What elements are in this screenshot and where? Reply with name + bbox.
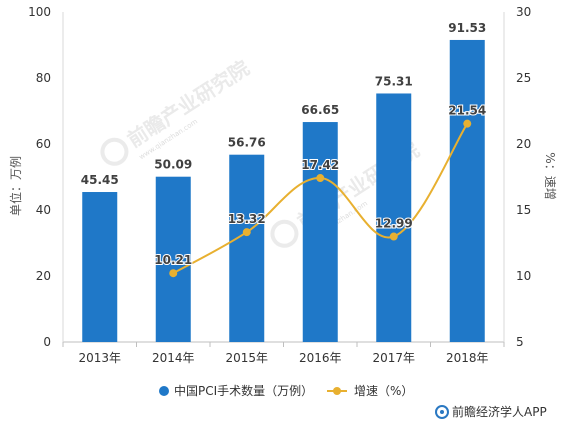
y-axis-title: 单位：万例: [8, 156, 23, 216]
axes: 2013年 2014年 2015年 2016年 2017年 2018年 0 20 40 60 80 1…: [28, 5, 531, 365]
legend-bar-marker: [159, 386, 169, 396]
y2-tick-label: 30: [516, 5, 531, 19]
legend-bar-label: 中国PCI手术数量（万例）: [174, 383, 313, 398]
y-tick-label: 20: [36, 269, 51, 283]
growth-line: [169, 119, 472, 278]
growth-point: [389, 232, 398, 241]
legend: 中国PCI手术数量（万例） 增速（%）: [159, 383, 413, 398]
y2-tick-label: 20: [516, 137, 531, 151]
bar: [449, 39, 485, 343]
x-tick-label: 2015年: [225, 351, 268, 365]
growth-value-label: 17.42: [301, 158, 339, 172]
growth-value-label: 12.99: [375, 217, 413, 231]
y2-tick-label: 25: [516, 71, 531, 85]
bar: [376, 93, 412, 343]
legend-line-dot: [333, 387, 341, 395]
y-tick-label: 0: [43, 335, 51, 349]
growth-point: [316, 174, 325, 183]
x-tick-label: 2013年: [78, 351, 121, 365]
y-tick-label: 80: [36, 71, 51, 85]
y2-tick-label: 10: [516, 269, 531, 283]
bar-value-label: 75.31: [375, 74, 413, 88]
data-labels: 45.45 50.09 56.76 66.65 75.31 91.53 10.21 13.32…: [81, 21, 487, 268]
bars: [82, 39, 485, 343]
bar-value-label: 56.76: [228, 136, 266, 150]
brand-text: 前瞻经济学人APP: [452, 404, 547, 419]
growth-point: [463, 119, 472, 128]
growth-value-label: 10.21: [154, 253, 192, 267]
x-tick-label: 2016年: [299, 351, 342, 365]
growth-point: [242, 228, 251, 237]
growth-value-label: 13.32: [228, 212, 266, 226]
bar: [229, 154, 265, 342]
growth-value-label: 21.54: [448, 104, 486, 118]
qianzhan-logo-icon: [435, 405, 449, 419]
legend-line-label: 增速（%）: [354, 384, 413, 398]
bar-value-label: 91.53: [448, 21, 486, 35]
bar-value-label: 50.09: [154, 158, 192, 172]
x-tick-label: 2017年: [372, 351, 415, 365]
bar: [155, 176, 191, 342]
bar: [302, 122, 338, 343]
y2-tick-label: 5: [516, 335, 524, 349]
bar-value-label: 66.65: [301, 103, 339, 117]
y-tick-label: 40: [36, 203, 51, 217]
x-tick-label: 2014年: [152, 351, 195, 365]
brand: 前瞻经济学人APP: [435, 404, 547, 419]
y-tick-label: 60: [36, 137, 51, 151]
bar: [82, 192, 118, 342]
x-tick-label: 2018年: [446, 351, 489, 365]
y2-axis-title: %：速增: [543, 152, 557, 199]
y-tick-label: 100: [28, 5, 51, 19]
bar-value-label: 45.45: [81, 173, 119, 187]
growth-point: [169, 269, 178, 278]
y2-tick-label: 15: [516, 203, 531, 217]
